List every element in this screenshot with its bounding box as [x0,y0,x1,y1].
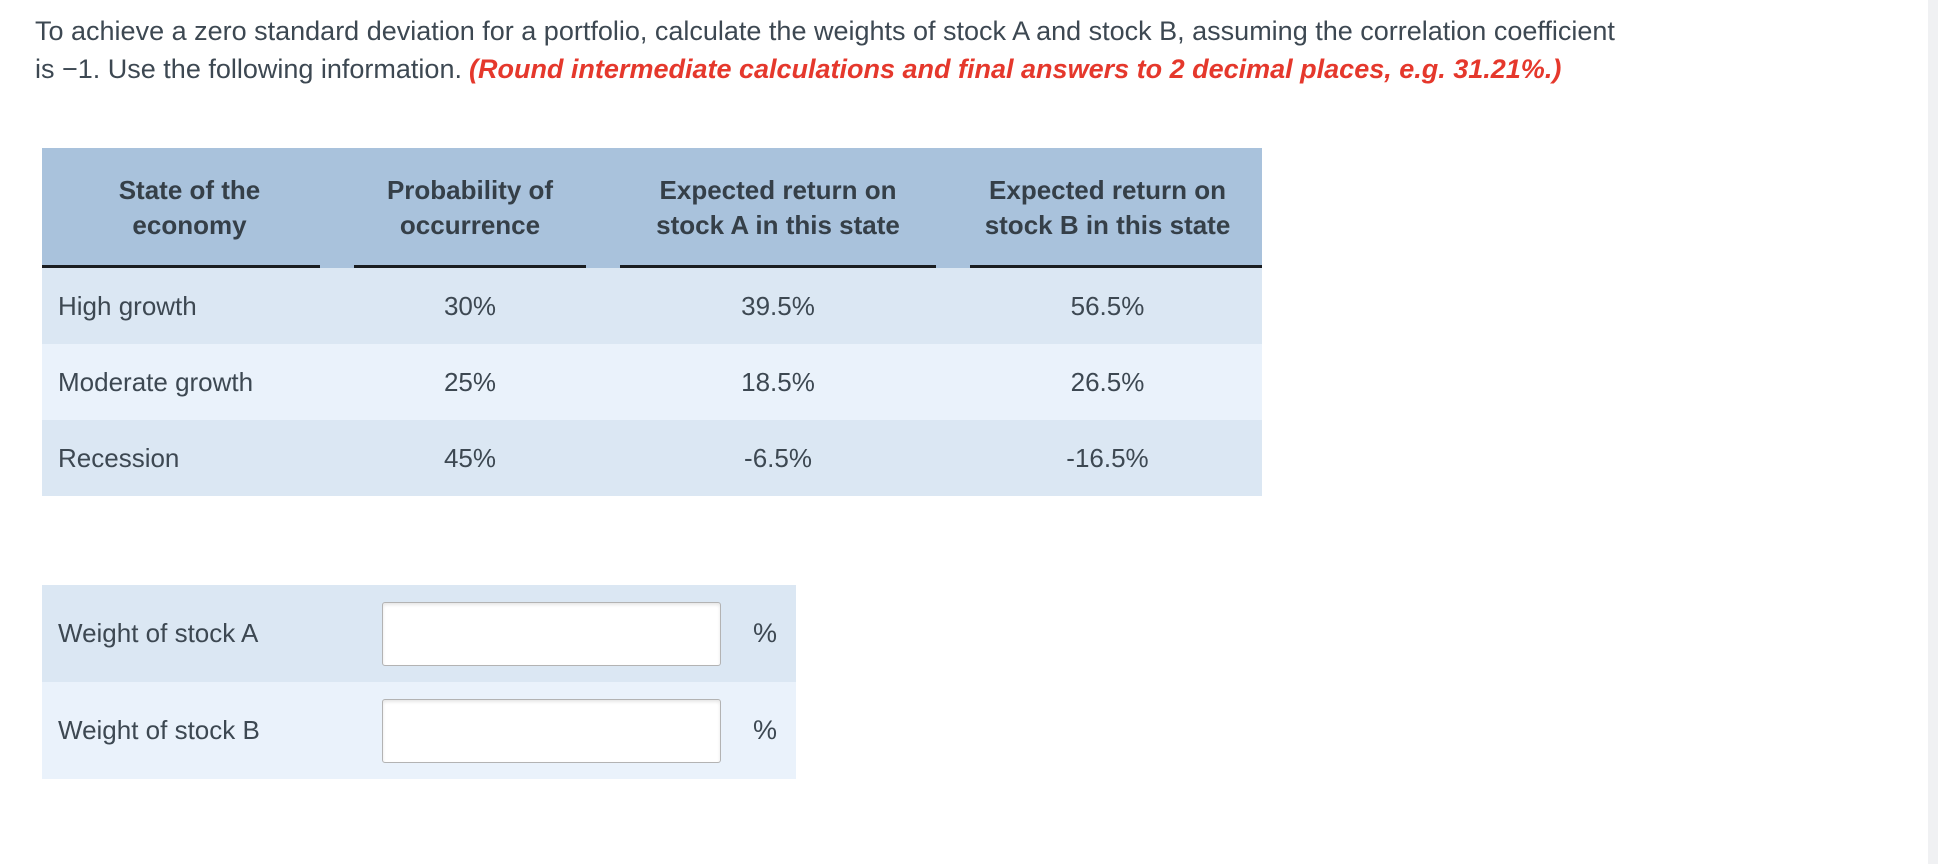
weight-b-label: Weight of stock B [58,715,260,745]
table-row-moderate-growth: Moderate growth 25% 18.5% 26.5% [42,344,1262,420]
weight-b-input[interactable] [382,698,721,763]
weight-a-percent-sign: % [753,618,778,648]
cell-state: Moderate growth [58,366,254,397]
cell-probability: 45% [443,442,497,473]
cell-return-a: -6.5% [744,442,812,473]
header-return-stock-b: Expected return on stock B in this state [953,148,1262,268]
table-row-high-growth: High growth 30% 39.5% 56.5% [42,268,1262,344]
header-probability: Probability of occurrence [337,148,603,268]
answer-row-weight-b: Weight of stock B % [42,682,796,779]
table-row-recession: Recession 45% -6.5% -16.5% [42,420,1262,496]
header-state-of-economy: State of the economy [42,148,337,268]
rounding-note: (Round intermediate calculations and fin… [468,54,1562,84]
cell-return-a: 18.5% [741,366,815,397]
table-header-row: State of the economy Probability of occu… [42,148,1262,268]
cell-state: High growth [58,290,197,321]
economy-states-table: State of the economy Probability of occu… [42,148,1262,496]
answer-row-weight-a: Weight of stock A % [42,585,796,682]
weight-a-label: Weight of stock A [58,618,259,648]
cell-return-b: 26.5% [1070,366,1145,397]
weight-a-input[interactable] [382,601,721,666]
cell-probability: 25% [443,366,497,397]
cell-return-a: 39.5% [741,290,815,321]
cell-return-b: -16.5% [1066,442,1149,473]
answer-section: Weight of stock A % Weight of stock B % [42,585,796,779]
weight-b-percent-sign: % [753,715,778,745]
cell-probability: 30% [443,290,497,321]
scrollbar[interactable] [1928,0,1938,864]
question-text: To achieve a zero standard deviation for… [35,12,1915,88]
question-line-1: To achieve a zero standard deviation for… [35,16,1615,46]
header-return-stock-a: Expected return on stock A in this state [603,148,953,268]
cell-state: Recession [58,442,180,473]
cell-return-b: 56.5% [1070,290,1145,321]
question-line-2: is −1. Use the following information. [35,54,462,84]
